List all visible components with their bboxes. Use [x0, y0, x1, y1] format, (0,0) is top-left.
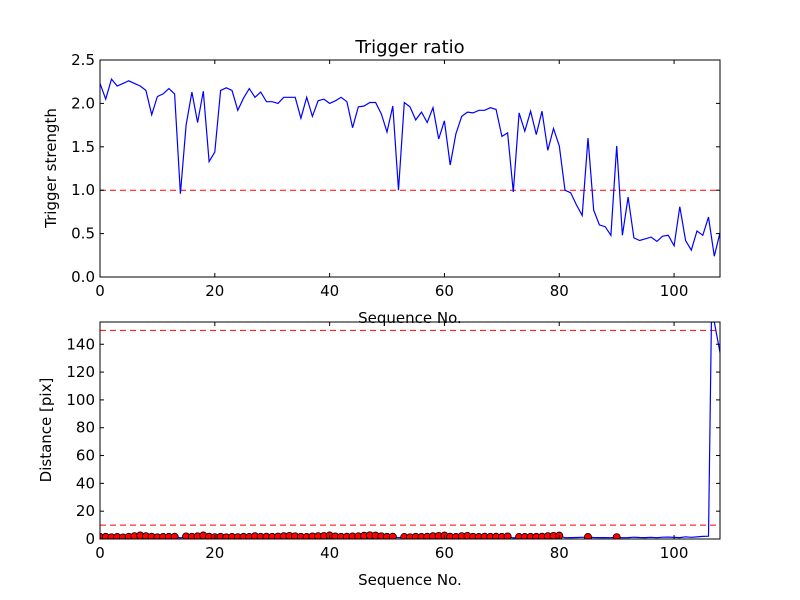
- y-tick-label: 1.0: [71, 181, 95, 199]
- y-tick-label: 0.0: [71, 268, 95, 286]
- y-tick-label: 20: [76, 502, 95, 520]
- y-tick-label: 120: [66, 363, 95, 381]
- series-line: [100, 77, 720, 257]
- y-tick-label: 80: [76, 419, 95, 437]
- axes-frame: [99, 59, 721, 278]
- x-tick-label: 80: [550, 282, 569, 300]
- chart-title: Trigger ratio: [354, 37, 464, 58]
- y-axis-label: Trigger strength: [42, 108, 60, 229]
- distance-chart: Sequence No. Distance [pix] 0 20 40 60 80 100…: [37, 321, 721, 589]
- data-point: [388, 532, 397, 539]
- y-axis-label: Distance [pix]: [37, 378, 55, 483]
- y-tick-label: 40: [76, 474, 95, 492]
- x-tick-label: 20: [205, 544, 224, 562]
- y-tick-label: 100: [66, 391, 95, 409]
- axes-frame: [99, 321, 721, 540]
- y-tick-label: 2.5: [71, 51, 95, 69]
- x-tick-label: 80: [550, 544, 569, 562]
- y-tick-label: 140: [66, 335, 95, 353]
- x-tick-label: 60: [435, 544, 454, 562]
- x-tick-label: 40: [320, 544, 339, 562]
- data-point: [170, 532, 179, 539]
- plot-area: 0 20 40 60 80 100 0 20 40 60 80 100 120 140: [66, 321, 721, 562]
- x-tick-label: 100: [660, 282, 689, 300]
- data-layer: [100, 77, 720, 257]
- x-axis-label: Sequence No.: [358, 309, 462, 327]
- x-axis-label: Sequence No.: [358, 571, 462, 589]
- data-point: [612, 533, 621, 539]
- y-tick-label: 0: [85, 530, 95, 548]
- plot-area: 0 20 40 60 80 100 0.0 0.5 1.0 1.5 2.0 2.5: [71, 51, 721, 300]
- y-tick-label: 60: [76, 447, 95, 465]
- data-layer: [100, 322, 720, 539]
- x-tick-label: 20: [205, 282, 224, 300]
- y-tick-label: 2.0: [71, 94, 95, 112]
- x-tick-label: 0: [95, 544, 105, 562]
- y-tick-label: 0.5: [71, 225, 95, 243]
- x-tick-label: 60: [435, 282, 454, 300]
- x-tick-label: 0: [95, 282, 105, 300]
- trigger-ratio-chart: Trigger ratio Sequence No. Trigger stren…: [42, 37, 721, 327]
- data-point: [503, 532, 512, 539]
- data-point: [583, 533, 592, 539]
- x-tick-label: 100: [660, 544, 689, 562]
- x-tick-label: 40: [320, 282, 339, 300]
- y-tick-label: 1.5: [71, 138, 95, 156]
